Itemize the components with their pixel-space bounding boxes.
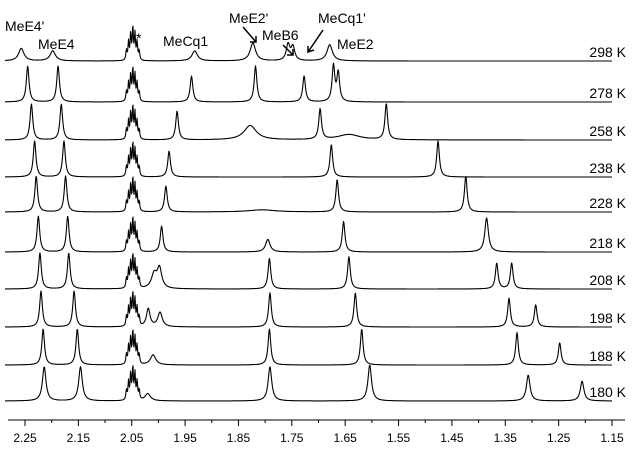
x-tick-label: 1.85	[227, 431, 251, 445]
peak-label-mee2: MeE2	[337, 36, 374, 52]
temperature-label: 208 K	[589, 272, 626, 288]
spectrum-trace	[4, 252, 613, 290]
x-tick-label: 1.65	[334, 431, 358, 445]
arrow-meb6	[282, 44, 294, 56]
temperature-label: 188 K	[589, 348, 626, 364]
peak-label-mecq1-prime: MeCq1'	[318, 10, 366, 26]
peak-labels: MeE4' MeE4 MeCq1 MeE2' MeB6 MeCq1' MeE2 …	[5, 10, 374, 56]
solvent-marker: *	[136, 30, 142, 46]
x-tick-label: 1.95	[173, 431, 197, 445]
x-axis-ticks: 2.25 2.15 2.05 1.95 1.85 1.75 1.65 1.55 1.45 1.35…	[13, 420, 624, 445]
temperature-label: 228 K	[589, 195, 626, 211]
temperature-label: 278 K	[589, 85, 626, 101]
x-axis: 2.25 2.15 2.05 1.95 1.85 1.75 1.65 1.55 1.45 1.35…	[8, 419, 625, 445]
arrow-mee2-prime	[242, 26, 257, 43]
x-tick-label: 1.45	[440, 431, 464, 445]
temperature-label: 218 K	[589, 235, 626, 251]
x-tick-label: 2.05	[120, 431, 144, 445]
temperature-label: 198 K	[589, 310, 626, 326]
temperature-label: 180 K	[589, 384, 626, 400]
spectrum-trace	[4, 25, 613, 62]
temperature-label: 298 K	[589, 44, 626, 60]
spectrum-trace	[4, 175, 613, 213]
spectrum-trace	[4, 140, 613, 178]
peak-label-mee4-prime: MeE4'	[5, 18, 44, 34]
x-tick-label: 2.15	[67, 431, 91, 445]
spectrum-trace	[4, 62, 613, 103]
temperature-label: 238 K	[589, 160, 626, 176]
spectrum-trace	[4, 215, 613, 253]
x-tick-label: 2.25	[13, 431, 37, 445]
x-tick-label: 1.15	[600, 431, 624, 445]
spectra-traces	[4, 25, 613, 402]
peak-label-mecq1: MeCq1	[163, 33, 208, 49]
spectrum-trace	[4, 328, 613, 366]
x-tick-label: 1.25	[547, 431, 571, 445]
x-tick-label: 1.35	[494, 431, 518, 445]
temperature-label: 258 K	[589, 123, 626, 139]
temperature-labels: 298 K 278 K 258 K 238 K 228 K 218 K 208 K 198 K…	[589, 44, 626, 400]
spectrum-trace	[4, 103, 613, 141]
arrow-mecq1-prime	[307, 29, 324, 54]
spectrum-trace	[4, 290, 613, 328]
peak-label-mee4: MeE4	[38, 36, 75, 52]
spectrum-trace	[4, 364, 613, 402]
x-tick-label: 1.75	[280, 431, 304, 445]
peak-label-meb6: MeB6	[262, 27, 299, 43]
x-tick-label: 1.55	[387, 431, 411, 445]
peak-label-mee2-prime: MeE2'	[229, 10, 268, 26]
